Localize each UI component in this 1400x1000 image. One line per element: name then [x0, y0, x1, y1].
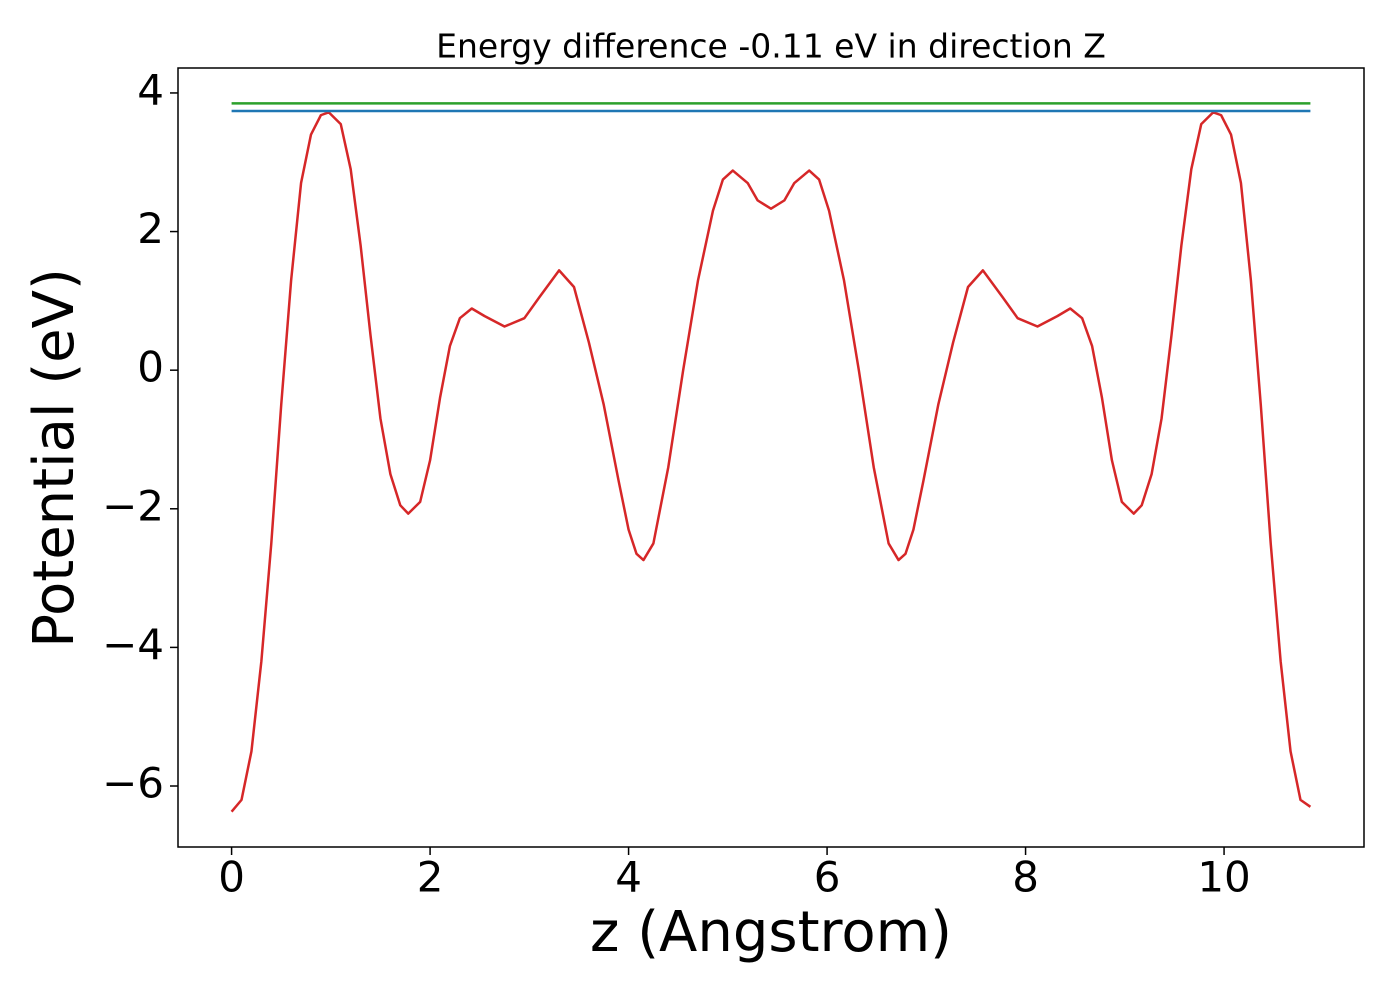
plot-frame [177, 67, 1365, 848]
x-tick-label: 8 [1012, 853, 1039, 902]
x-tick-label: 0 [218, 853, 245, 902]
y-tick-label: 0 [137, 343, 164, 392]
chart-title: Energy difference -0.11 eV in direction … [436, 27, 1106, 66]
x-axis-label: z (Angstrom) [590, 900, 952, 965]
y-tick-label: −6 [102, 759, 164, 808]
y-tick-label: −4 [102, 620, 164, 669]
x-tick-label: 2 [417, 853, 444, 902]
x-tick-label: 6 [814, 853, 841, 902]
y-axis-label: Potential (eV) [22, 268, 87, 648]
x-tick-label: 10 [1197, 853, 1250, 902]
y-tick-label: −2 [102, 481, 164, 530]
x-tick-label: 4 [615, 853, 642, 902]
y-tick-label: 4 [137, 65, 164, 114]
series-line [230, 111, 1312, 813]
y-tick-label: 2 [137, 204, 164, 253]
